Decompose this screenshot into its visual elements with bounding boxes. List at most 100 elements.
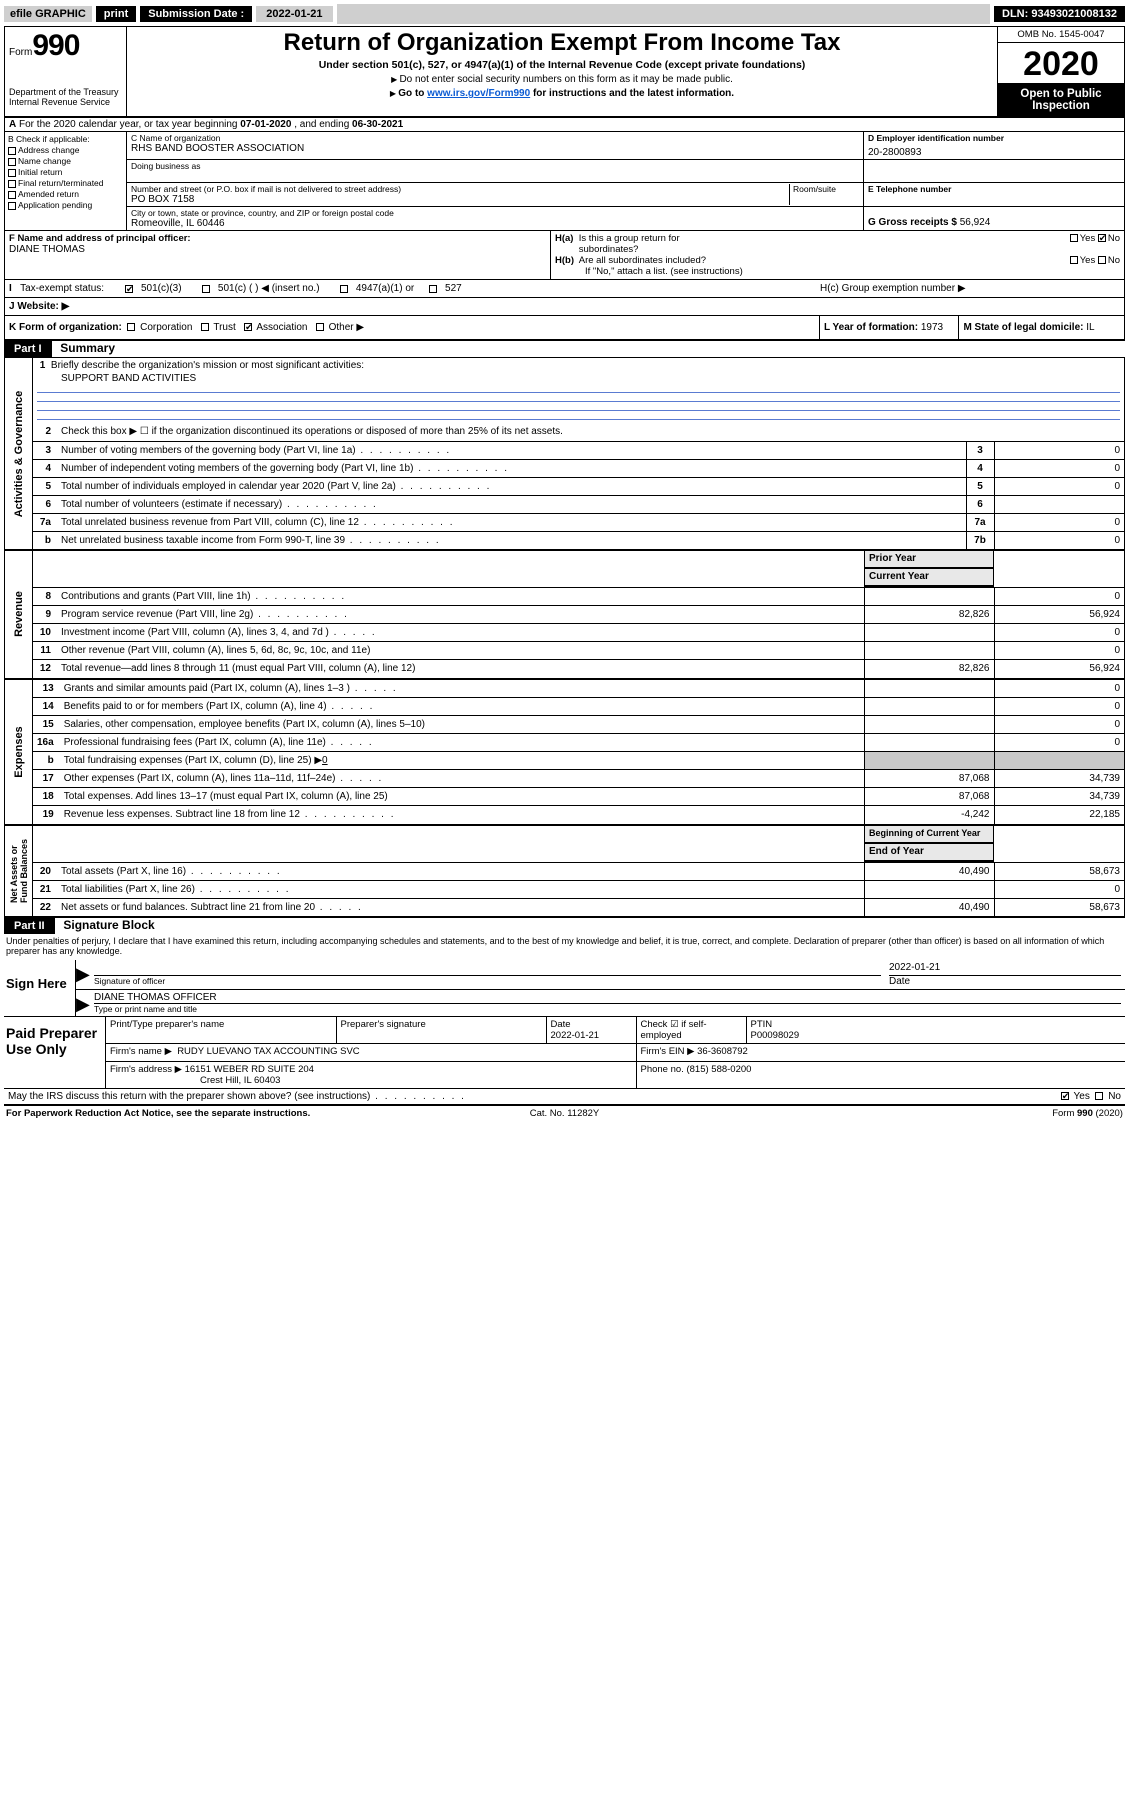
sig-officer[interactable]: Signature of officer <box>90 960 885 989</box>
col-c-through-g: C Name of organization RHS BAND BOOSTER … <box>127 132 1124 230</box>
k-label: K Form of organization: <box>9 322 122 333</box>
box-c-name: C Name of organization RHS BAND BOOSTER … <box>127 132 864 159</box>
officer-name-title: DIANE THOMAS OFFICER <box>94 992 1121 1004</box>
chk-corp[interactable] <box>127 323 135 331</box>
box-dba: Doing business as <box>127 160 864 182</box>
l2: Check this box ▶ ☐ if the organization d… <box>57 423 1124 441</box>
chk-initial[interactable]: Initial return <box>8 167 123 177</box>
chk-527[interactable] <box>429 285 437 293</box>
chk-501c3[interactable] <box>125 285 133 293</box>
box-d-ein: D Employer identification number 20-2800… <box>864 132 1124 159</box>
chk-trust[interactable] <box>201 323 209 331</box>
ha-yes[interactable]: Yes <box>1080 233 1096 244</box>
submission-date: 2022-01-21 <box>256 6 332 22</box>
f-label: F Name and address of principal officer: <box>9 233 546 244</box>
box-m: M State of legal domicile: IL <box>958 316 1124 339</box>
chk-amended[interactable]: Amended return <box>8 189 123 199</box>
header-left: Form990 Department of the Treasury Inter… <box>5 27 127 116</box>
d-spacer <box>864 160 1124 182</box>
g-label: G Gross receipts $ <box>868 217 957 228</box>
print-button[interactable]: print <box>96 6 136 22</box>
e-label: E Telephone number <box>868 184 1120 194</box>
firm-name-lbl: Firm's name ▶ <box>110 1046 172 1057</box>
c10: 0 <box>994 624 1124 642</box>
perjury-declaration: Under penalties of perjury, I declare th… <box>4 934 1125 958</box>
c14: 0 <box>994 698 1124 716</box>
footer-left: For Paperwork Reduction Act Notice, see … <box>6 1108 378 1119</box>
c16b <box>994 752 1124 770</box>
hb-yes[interactable]: Yes <box>1080 255 1096 266</box>
block-activities: Activities & Governance 1 Briefly descri… <box>4 358 1125 551</box>
prep-date: Date2022-01-21 <box>546 1017 636 1044</box>
l16b: Total fundraising expenses (Part IX, col… <box>60 752 864 770</box>
box-e-phone: E Telephone number <box>864 183 1124 206</box>
p18: 87,068 <box>864 788 994 806</box>
chk-501c[interactable] <box>202 285 210 293</box>
note2a: Go to <box>398 88 427 99</box>
l20: Total assets (Part X, line 16) <box>57 862 864 880</box>
chk-name[interactable]: Name change <box>8 156 123 166</box>
lbl-init: Initial return <box>18 167 62 177</box>
irs-link[interactable]: www.irs.gov/Form990 <box>427 88 530 99</box>
part1-title: Summary <box>54 341 115 355</box>
chk-final[interactable]: Final return/terminated <box>8 178 123 188</box>
prep-self-emp[interactable]: Check ☑ if self-employed <box>636 1017 746 1044</box>
v5: 0 <box>994 477 1124 495</box>
l10: Investment income (Part VIII, column (A)… <box>57 624 864 642</box>
hb-no[interactable]: No <box>1108 255 1120 266</box>
block-revenue: Revenue Prior YearCurrent Year 8Contribu… <box>4 551 1125 680</box>
col-b-checkboxes: B Check if applicable: Address change Na… <box>5 132 127 230</box>
firm-ein-lbl: Firm's EIN ▶ <box>641 1046 695 1057</box>
prep-sig-lbl: Preparer's signature <box>341 1019 426 1030</box>
ha-no[interactable]: No <box>1108 233 1120 244</box>
l11: Other revenue (Part VIII, column (A), li… <box>57 642 864 660</box>
year-formation: 1973 <box>921 322 943 333</box>
chk-address[interactable]: Address change <box>8 145 123 155</box>
j-label: J Website: ▶ <box>9 301 69 312</box>
sig-officer-lbl: Signature of officer <box>94 976 881 986</box>
l21: Total liabilities (Part X, line 26) <box>57 880 864 898</box>
sig-date-val: 2022-01-21 <box>889 962 1121 976</box>
paid-preparer-label: Paid Preparer Use Only <box>4 1017 106 1088</box>
street-value: PO BOX 7158 <box>131 194 789 205</box>
d-label: D Employer identification number <box>868 133 1120 143</box>
lines-8-12: Prior YearCurrent Year 8Contributions an… <box>33 551 1124 678</box>
discuss-yes-chk[interactable] <box>1061 1092 1069 1100</box>
line1: 1 Briefly describe the organization's mi… <box>33 358 1124 371</box>
form-header: Form990 Department of the Treasury Inter… <box>4 26 1125 118</box>
c18: 34,739 <box>994 788 1124 806</box>
chk-4947[interactable] <box>340 285 348 293</box>
chk-other[interactable] <box>316 323 324 331</box>
l17: Other expenses (Part IX, column (A), lin… <box>60 770 864 788</box>
l8: Contributions and grants (Part VIII, lin… <box>57 588 864 606</box>
chk-app-pending[interactable]: Application pending <box>8 200 123 210</box>
ssn-note: ▶ Do not enter social security numbers o… <box>133 74 991 85</box>
ptin-val: P00098029 <box>751 1030 800 1041</box>
phone-lbl: Phone no. <box>641 1064 684 1075</box>
box-l: L Year of formation: 1973 <box>819 316 958 339</box>
firm-addr2: Crest Hill, IL 60403 <box>110 1075 280 1086</box>
officer-name: DIANE THOMAS <box>9 244 546 255</box>
dln: DLN: 93493021008132 <box>994 6 1125 22</box>
chk-assoc[interactable] <box>244 323 252 331</box>
i-label: I Tax-exempt status: <box>9 283 119 294</box>
discuss-yn: Yes No <box>1061 1091 1121 1102</box>
p10 <box>864 624 994 642</box>
c19: 22,185 <box>994 806 1124 824</box>
side-net-assets: Net Assets orFund Balances <box>5 826 33 917</box>
goto-note: ▶ Go to www.irs.gov/Form990 for instruct… <box>133 88 991 99</box>
firm-addr: Firm's address ▶ 16151 WEBER RD SUITE 20… <box>106 1062 636 1089</box>
firm-name-val: RUDY LUEVANO TAX ACCOUNTING SVC <box>177 1046 359 1057</box>
side-activities: Activities & Governance <box>5 358 33 549</box>
discuss-no-chk[interactable] <box>1095 1092 1103 1100</box>
p9: 82,826 <box>864 606 994 624</box>
dba-label: Doing business as <box>131 161 859 171</box>
l16b-a: Total fundraising expenses (Part IX, col… <box>64 755 322 766</box>
part2-tag: Part II <box>4 918 55 934</box>
l3: Number of voting members of the governin… <box>57 441 966 459</box>
box-g-gross: G Gross receipts $ 56,924 <box>864 207 1124 230</box>
p16a <box>864 734 994 752</box>
rowA-b: , and ending <box>291 119 352 130</box>
submission-date-label: Submission Date : <box>140 6 252 22</box>
box-street: Number and street (or P.O. box if mail i… <box>127 183 864 206</box>
